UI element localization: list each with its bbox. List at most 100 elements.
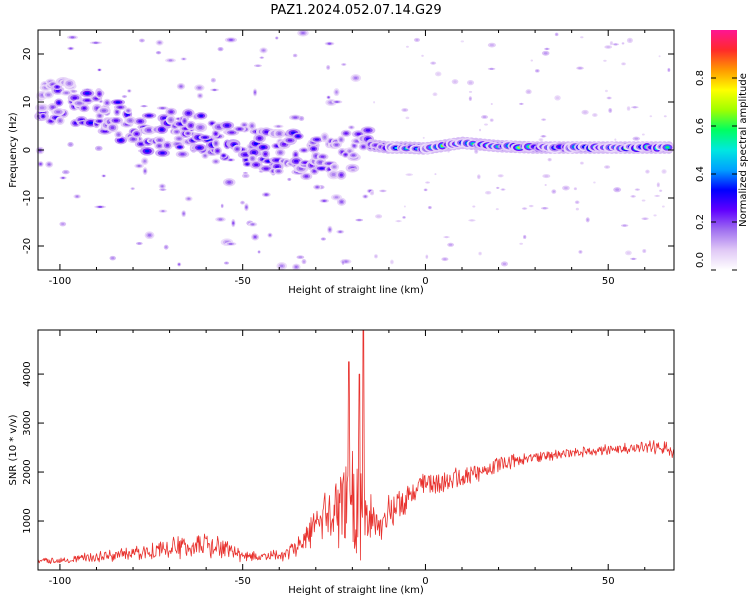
spectrogram-blob xyxy=(495,208,499,211)
spectrogram-blob xyxy=(128,89,131,92)
spectrogram-blob xyxy=(444,236,449,239)
spectrogram-blob xyxy=(350,126,353,129)
spectrogram-blob xyxy=(63,171,68,174)
spectrogram-blob xyxy=(448,243,453,246)
spectrogram-blob xyxy=(443,258,447,261)
spectrogram-blob xyxy=(179,85,183,88)
spectrogram-blob xyxy=(502,262,507,266)
spectrogram-y-tick-label: 0 xyxy=(22,147,33,153)
spectrogram-blob xyxy=(614,138,617,141)
spectrogram-y-tick-label: 10 xyxy=(22,96,33,109)
spectrogram-blob xyxy=(216,149,219,153)
spectrogram-blob xyxy=(523,207,526,210)
spectrogram-blob xyxy=(665,146,669,149)
spectrogram-blob xyxy=(406,45,409,48)
spectrogram-blob xyxy=(41,115,45,118)
spectrogram-blob xyxy=(140,39,144,42)
spectrogram-blob xyxy=(663,115,667,118)
spectrogram-blob xyxy=(218,218,223,221)
spectrogram-blob xyxy=(268,234,271,237)
colorbar-tick-label: 0.0 xyxy=(695,252,706,268)
spectrogram-blob xyxy=(55,85,59,88)
spectrogram-blob xyxy=(158,41,161,44)
spectrogram-blob xyxy=(157,139,162,142)
spectrogram-blob xyxy=(266,160,270,163)
spectrogram-blob xyxy=(51,105,55,109)
spectrogram-blob xyxy=(137,164,141,167)
spectrogram-blob xyxy=(326,162,332,165)
snr-y-label: SNR (10 * v/v) xyxy=(8,414,19,485)
spectrogram-blob xyxy=(580,36,584,39)
spectrogram-blob xyxy=(396,220,401,223)
spectrogram-blob xyxy=(520,102,523,105)
colorbar-label: Normalized spectral amplitude xyxy=(738,73,749,227)
spectrogram-blob xyxy=(334,143,339,146)
spectrogram-blob xyxy=(235,147,239,151)
spectrogram-blob xyxy=(294,159,299,163)
spectrogram-blob xyxy=(484,123,488,126)
spectrogram-blob xyxy=(264,130,269,134)
spectrogram-blob xyxy=(327,66,330,69)
spectrogram-blob xyxy=(609,109,612,112)
spectrogram-blob xyxy=(615,188,620,191)
spectrogram-blob xyxy=(607,97,611,100)
spectrogram-blob xyxy=(323,135,327,139)
spectrogram-blob xyxy=(470,219,474,222)
spectrogram-blob xyxy=(229,131,235,134)
spectrogram-blob xyxy=(278,151,282,154)
spectrogram-blob xyxy=(82,107,86,110)
snr-axes: -100 -50 0 50 1000 2000 3000 4000 xyxy=(22,330,674,587)
spectrogram-blob xyxy=(298,256,303,259)
spectrogram-blob xyxy=(98,68,101,71)
spectrogram-blob xyxy=(636,188,639,191)
spectrogram-blob xyxy=(364,195,367,198)
snr-y-tick-label: 2000 xyxy=(22,459,33,484)
spectrogram-blob xyxy=(579,250,582,253)
spectrogram-blob xyxy=(138,120,143,123)
figure-title: PAZ1.2024.052.07.14.G29 xyxy=(270,3,441,18)
spectrogram-blob xyxy=(221,204,224,207)
spectrogram-heatmap xyxy=(34,29,675,271)
spectrogram-blob xyxy=(340,200,344,204)
spectrogram-blob xyxy=(227,180,232,184)
spectrogram-blob xyxy=(662,170,666,173)
spectrogram-blob xyxy=(415,38,419,41)
spectrogram-blob xyxy=(262,49,265,52)
snr-x-tick-label: -100 xyxy=(49,576,72,587)
snr-y-tick-label: 4000 xyxy=(22,361,33,386)
snr-y-tick-label: 1000 xyxy=(22,508,33,533)
spectrogram-blob xyxy=(334,196,339,199)
spectrogram-blob xyxy=(225,262,228,265)
spectrogram-blob xyxy=(381,189,385,192)
spectrogram-blob xyxy=(245,205,248,209)
spectrogram-blob xyxy=(187,197,190,200)
spectrogram-blob xyxy=(361,145,365,148)
spectrogram-blob xyxy=(657,183,660,187)
spectrogram-blob xyxy=(277,132,282,136)
spectrogram-blob xyxy=(477,175,480,178)
snr-y-tick-label: 3000 xyxy=(22,410,33,435)
spectrogram-blob xyxy=(622,62,625,65)
spectrogram-blob xyxy=(258,250,261,253)
spectrogram-blob xyxy=(614,43,618,46)
spectrogram-blob xyxy=(101,109,107,112)
spectrogram-blob xyxy=(548,158,551,161)
spectrogram-blob xyxy=(425,255,428,258)
spectrogram-blob xyxy=(288,178,291,181)
spectrogram-blob xyxy=(157,51,160,54)
spectrogram-x-label: Height of straight line (km) xyxy=(288,285,424,296)
colorbar-gradient xyxy=(711,30,737,270)
spectrogram-blob xyxy=(177,137,181,140)
spectrogram-blob xyxy=(649,115,653,118)
snr-series-line xyxy=(37,329,674,564)
spectrogram-blob xyxy=(322,237,325,240)
spectrogram-blob xyxy=(157,144,161,148)
spectrogram-blob xyxy=(490,103,493,106)
spectrogram-blob xyxy=(575,207,579,211)
spectrogram-blob xyxy=(263,167,269,170)
spectrogram-blob xyxy=(186,111,191,115)
spectrogram-blob xyxy=(421,54,424,57)
spectrogram-blob xyxy=(634,137,639,140)
spectrogram-blob xyxy=(433,93,437,96)
